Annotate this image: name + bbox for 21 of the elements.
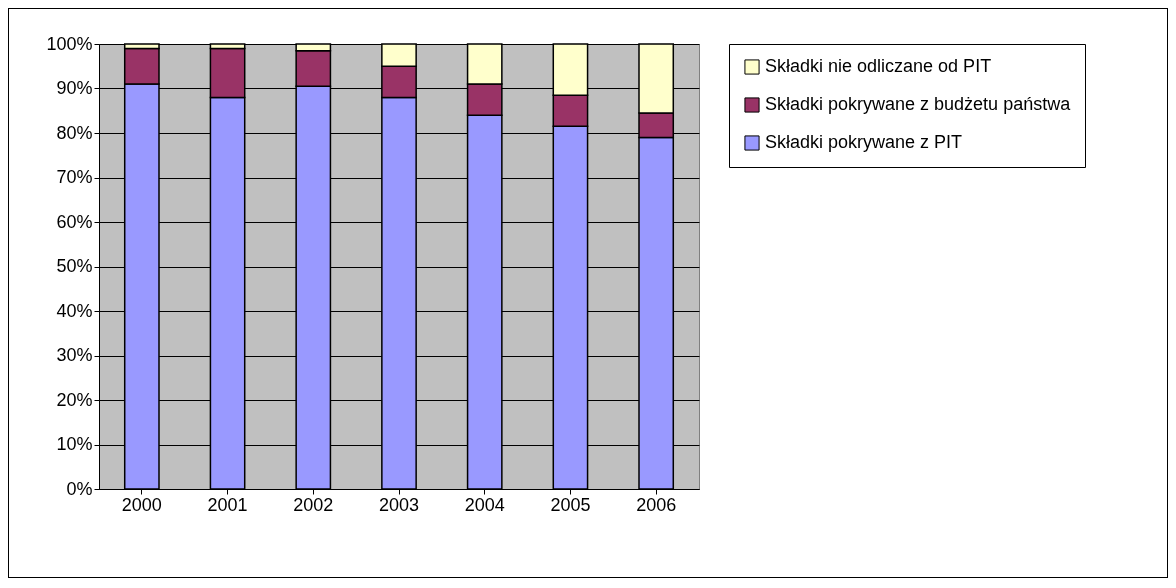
y-tick-label: 50% bbox=[56, 256, 93, 276]
y-tick-label: 90% bbox=[56, 78, 93, 98]
y-tick-label: 40% bbox=[56, 300, 93, 321]
y-tick-label: 10% bbox=[56, 434, 93, 454]
x-tick-label: 2003 bbox=[378, 494, 420, 515]
y-tick-label: 80% bbox=[56, 122, 93, 143]
y-tick-label: 0% bbox=[66, 478, 93, 499]
x-tick-label: 2004 bbox=[464, 494, 505, 515]
legend-label: Składki pokrywane z budżetu państwa bbox=[765, 94, 1072, 114]
legend-label: Składki pokrywane z PIT bbox=[765, 132, 963, 152]
y-tick-label: 60% bbox=[56, 211, 93, 232]
x-tick-label: 2001 bbox=[207, 494, 248, 515]
x-tick-label: 2002 bbox=[293, 494, 334, 515]
x-tick-label: 2000 bbox=[121, 494, 162, 515]
x-tick-label: 2006 bbox=[636, 494, 677, 515]
y-tick-label: 70% bbox=[56, 167, 93, 187]
y-tick-label: 30% bbox=[56, 345, 93, 365]
x-tick-label: 2005 bbox=[550, 494, 591, 515]
y-tick-label: 100% bbox=[46, 33, 93, 54]
legend-label: Składki nie odliczane od PIT bbox=[765, 56, 992, 76]
y-tick-label: 20% bbox=[56, 389, 93, 410]
